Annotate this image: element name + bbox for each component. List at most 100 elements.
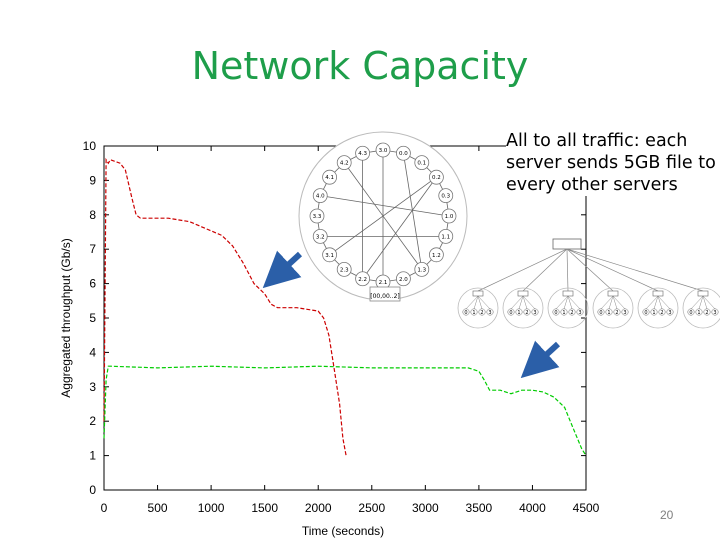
tree-leaf-label: 0	[554, 310, 557, 316]
tree-leaf	[687, 308, 695, 316]
y-axis-label: Aggregated throughput (Gb/s)	[59, 238, 73, 397]
tree-leaf	[576, 308, 584, 316]
tree-link	[566, 248, 704, 292]
ring-node-label: 2.3	[340, 267, 349, 273]
tree-leaf-label: 0	[464, 310, 467, 316]
tree-leaf	[560, 308, 568, 316]
tree-group-outline	[592, 287, 634, 329]
series-line-2	[103, 365, 587, 456]
tree-leaf-link	[567, 295, 573, 310]
ring-node	[414, 261, 430, 277]
tree-leaf-label: 0	[509, 310, 512, 316]
tree-leaf-label: 3	[668, 310, 671, 316]
tree-leaf	[507, 308, 515, 316]
ring-node	[395, 145, 411, 161]
y-tick-label: 3	[89, 380, 96, 394]
tree-leaf-link	[698, 295, 704, 310]
tree-leaf-link	[477, 295, 491, 310]
tree-leaf-label: 0	[644, 310, 647, 316]
ring-node	[441, 208, 457, 224]
tree-leaf-link	[612, 295, 626, 310]
x-axis-label: Time (seconds)	[302, 524, 384, 538]
tree-leaf-label: 3	[488, 310, 491, 316]
ring-node-label: 2.1	[379, 280, 388, 286]
ring-node-label: 1.2	[432, 253, 441, 259]
ring-node	[414, 155, 430, 171]
tree-leaf-link	[600, 295, 614, 310]
tree-leaf-link	[702, 295, 708, 310]
y-tick-label: 10	[83, 139, 97, 153]
tree-leaf	[552, 308, 560, 316]
ring-node-label: 1.1	[441, 234, 450, 240]
ring-node	[428, 247, 444, 263]
tree-leaf-label: 3	[533, 310, 536, 316]
arrow-to-tree-icon	[520, 340, 561, 379]
tree-leaf	[658, 308, 666, 316]
ring-node	[395, 271, 411, 287]
slide-title: Network Capacity	[191, 44, 529, 88]
x-tick-label: 0	[101, 501, 108, 515]
tree-switch	[472, 290, 484, 297]
tree-leaf-link	[612, 295, 618, 310]
ring-node-label: 4.1	[325, 175, 334, 181]
tree-leaf	[531, 308, 539, 316]
tree-leaf	[605, 308, 613, 316]
tree-leaf	[666, 308, 674, 316]
tree-leaf	[470, 308, 478, 316]
tree-group-outline	[457, 287, 499, 329]
tree-leaf-link	[522, 295, 528, 310]
tree-leaf	[642, 308, 650, 316]
tree-leaf-link	[518, 295, 524, 310]
ring-node	[336, 261, 352, 277]
tree-leaf	[515, 308, 523, 316]
ring-node	[438, 228, 454, 244]
tree-leaf	[478, 308, 486, 316]
x-tick-label: 2000	[305, 501, 332, 515]
traffic-caption: All to all traffic: each server sends 5G…	[506, 130, 716, 196]
tree-link	[566, 248, 659, 292]
tree-leaf-label: 1	[562, 310, 565, 316]
tree-leaf-link	[645, 295, 659, 310]
tree-leaf	[523, 308, 531, 316]
tree-leaf-link	[653, 295, 659, 310]
y-tick-label: 9	[89, 173, 96, 187]
tree-leaf-label: 0	[689, 310, 692, 316]
page-number: 20	[660, 508, 674, 522]
ring-node-label: 2.0	[399, 277, 408, 283]
tree-leaf	[597, 308, 605, 316]
tree-leaf-link	[522, 295, 536, 310]
tree-leaf-label: 2	[660, 310, 663, 316]
ring-node-label: 1.0	[445, 214, 454, 220]
y-tick-label: 1	[89, 449, 96, 463]
x-tick-label: 2500	[358, 501, 385, 515]
tree-switch	[697, 290, 709, 297]
ring-link	[362, 176, 437, 280]
tree-leaf-link	[473, 295, 479, 310]
y-tick-label: 8	[89, 208, 96, 222]
tree-leaf-link	[563, 295, 569, 310]
tree-link	[477, 248, 568, 292]
tree-leaf	[486, 308, 494, 316]
tree-leaf-label: 1	[517, 310, 520, 316]
tree-leaf	[695, 308, 703, 316]
tree-leaf-link	[555, 295, 569, 310]
tree-switch	[517, 290, 529, 297]
y-tick-label: 0	[89, 483, 96, 497]
tree-group-outline	[682, 287, 720, 329]
ring-node-label: 3.1	[325, 253, 334, 259]
tree-leaf	[613, 308, 621, 316]
ring-link	[320, 195, 450, 217]
ring-node	[438, 188, 454, 204]
ring-node	[336, 155, 352, 171]
tree-leaf-label: 3	[713, 310, 716, 316]
tree-link	[566, 248, 569, 292]
y-tick-label: 4	[89, 345, 96, 359]
y-tick-label: 7	[89, 242, 96, 256]
tree-leaf-link	[608, 295, 614, 310]
tree-leaf-label: 3	[578, 310, 581, 316]
tree-leaf-label: 2	[480, 310, 483, 316]
tree-leaf	[711, 308, 719, 316]
x-tick-label: 3500	[466, 501, 493, 515]
ring-node	[322, 247, 338, 263]
tree-group-outline	[502, 287, 544, 329]
